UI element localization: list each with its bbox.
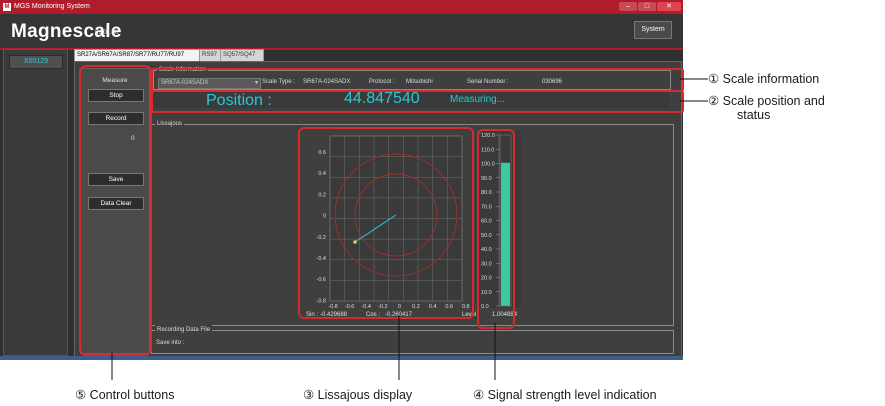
annotation-level: ④ Signal strength level indication	[473, 387, 657, 402]
annotation-lissajous: ③ Lissajous display	[303, 387, 412, 402]
annotation-scale-information: ① Scale information	[708, 71, 819, 86]
annotation-control-buttons: ⑤ Control buttons	[75, 387, 174, 402]
annotation-scale-position: ② Scale position and	[708, 93, 825, 108]
annotation-scale-position-2: status	[737, 108, 770, 122]
